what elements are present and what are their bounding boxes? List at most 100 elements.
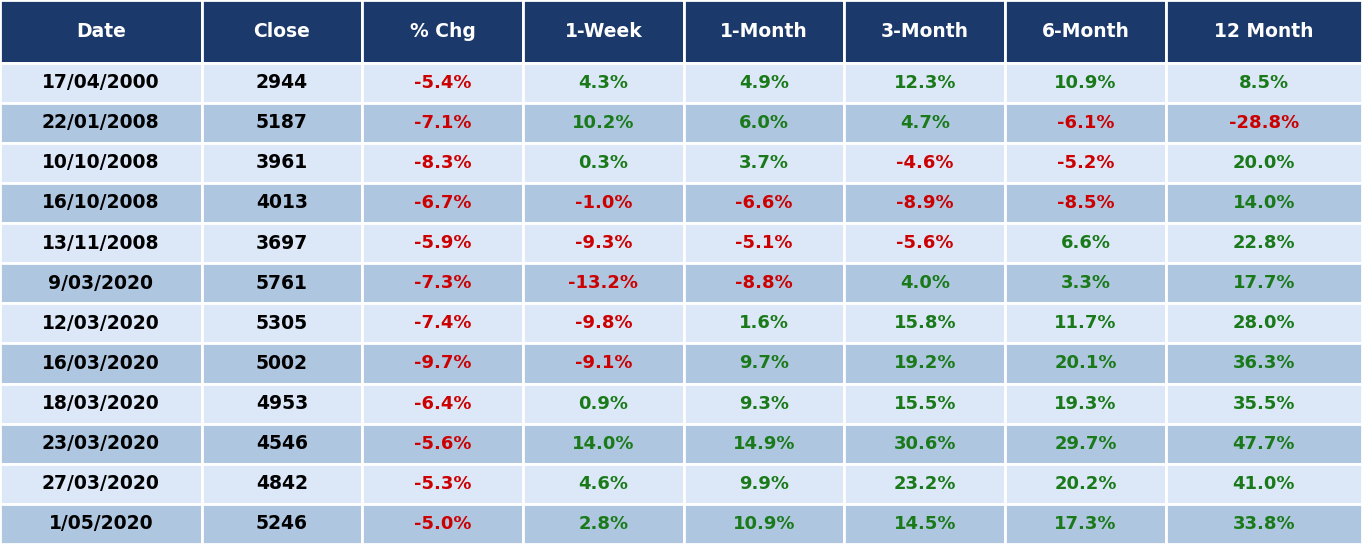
Bar — [202, 384, 362, 424]
Text: 14.9%: 14.9% — [733, 435, 795, 453]
Text: -4.6%: -4.6% — [896, 154, 953, 172]
Bar — [0, 103, 202, 143]
Bar — [1166, 463, 1362, 504]
Text: -9.3%: -9.3% — [575, 234, 632, 252]
Text: -5.2%: -5.2% — [1057, 154, 1114, 172]
Text: -1.0%: -1.0% — [575, 194, 632, 212]
Text: -28.8%: -28.8% — [1229, 114, 1299, 132]
Text: 9.3%: 9.3% — [740, 394, 789, 412]
Bar — [844, 384, 1005, 424]
Text: -5.0%: -5.0% — [414, 515, 471, 533]
Bar — [1005, 143, 1166, 183]
Bar — [202, 0, 362, 63]
Text: -5.6%: -5.6% — [414, 435, 471, 453]
Bar — [202, 463, 362, 504]
Text: 19.2%: 19.2% — [893, 355, 956, 373]
Text: 20.0%: 20.0% — [1233, 154, 1295, 172]
Bar — [1166, 63, 1362, 103]
Text: 41.0%: 41.0% — [1233, 475, 1295, 493]
Bar — [684, 143, 844, 183]
Text: 5187: 5187 — [256, 113, 308, 132]
Text: 10.9%: 10.9% — [1054, 73, 1117, 91]
Bar — [0, 263, 202, 303]
Text: 36.3%: 36.3% — [1233, 355, 1295, 373]
Bar — [0, 343, 202, 384]
Text: 4842: 4842 — [256, 474, 308, 493]
Text: 35.5%: 35.5% — [1233, 394, 1295, 412]
Bar — [684, 504, 844, 544]
Bar — [362, 303, 523, 343]
Text: 17.3%: 17.3% — [1054, 515, 1117, 533]
Bar — [0, 0, 202, 63]
Bar — [1005, 463, 1166, 504]
Text: -9.7%: -9.7% — [414, 355, 471, 373]
Text: -6.7%: -6.7% — [414, 194, 471, 212]
Text: Close: Close — [253, 22, 311, 41]
Bar — [1166, 504, 1362, 544]
Text: 20.2%: 20.2% — [1054, 475, 1117, 493]
Text: % Chg: % Chg — [410, 22, 475, 41]
Bar — [202, 504, 362, 544]
Text: 3.3%: 3.3% — [1061, 274, 1110, 292]
Text: 15.8%: 15.8% — [893, 314, 956, 332]
Bar — [202, 223, 362, 263]
Text: 2.8%: 2.8% — [579, 515, 628, 533]
Bar — [0, 63, 202, 103]
Bar — [684, 303, 844, 343]
Bar — [844, 183, 1005, 223]
Text: -9.8%: -9.8% — [575, 314, 632, 332]
Text: -5.6%: -5.6% — [896, 234, 953, 252]
Text: 20.1%: 20.1% — [1054, 355, 1117, 373]
Bar — [362, 504, 523, 544]
Bar — [1005, 0, 1166, 63]
Bar — [362, 63, 523, 103]
Bar — [1166, 103, 1362, 143]
Bar — [202, 343, 362, 384]
Bar — [684, 463, 844, 504]
Bar — [1005, 504, 1166, 544]
Text: 8.5%: 8.5% — [1239, 73, 1288, 91]
Bar — [0, 424, 202, 463]
Bar — [362, 384, 523, 424]
Text: 1/05/2020: 1/05/2020 — [49, 515, 153, 534]
Bar — [1166, 143, 1362, 183]
Bar — [844, 63, 1005, 103]
Text: 9.9%: 9.9% — [740, 475, 789, 493]
Text: 33.8%: 33.8% — [1233, 515, 1295, 533]
Bar — [0, 303, 202, 343]
Bar — [844, 0, 1005, 63]
Text: 1-Month: 1-Month — [720, 22, 808, 41]
Text: 10.2%: 10.2% — [572, 114, 635, 132]
Bar — [844, 424, 1005, 463]
Text: 4953: 4953 — [256, 394, 308, 413]
Text: 17/04/2000: 17/04/2000 — [42, 73, 159, 92]
Bar — [523, 143, 684, 183]
Text: 1.6%: 1.6% — [740, 314, 789, 332]
Bar — [0, 463, 202, 504]
Bar — [844, 303, 1005, 343]
Bar — [362, 463, 523, 504]
Text: 16/03/2020: 16/03/2020 — [42, 354, 159, 373]
Text: -7.1%: -7.1% — [414, 114, 471, 132]
Bar — [362, 424, 523, 463]
Text: 14.5%: 14.5% — [893, 515, 956, 533]
Bar — [844, 143, 1005, 183]
Bar — [1166, 0, 1362, 63]
Text: 13/11/2008: 13/11/2008 — [42, 233, 159, 252]
Text: -6.6%: -6.6% — [735, 194, 793, 212]
Bar — [684, 183, 844, 223]
Bar — [684, 103, 844, 143]
Text: 3697: 3697 — [256, 233, 308, 252]
Bar — [362, 223, 523, 263]
Text: 5002: 5002 — [256, 354, 308, 373]
Text: -8.9%: -8.9% — [896, 194, 953, 212]
Text: 9/03/2020: 9/03/2020 — [48, 274, 154, 293]
Text: 10.9%: 10.9% — [733, 515, 795, 533]
Bar — [1005, 303, 1166, 343]
Text: 5761: 5761 — [256, 274, 308, 293]
Text: 23.2%: 23.2% — [893, 475, 956, 493]
Bar — [523, 63, 684, 103]
Bar — [1005, 103, 1166, 143]
Bar — [1166, 223, 1362, 263]
Bar — [1005, 223, 1166, 263]
